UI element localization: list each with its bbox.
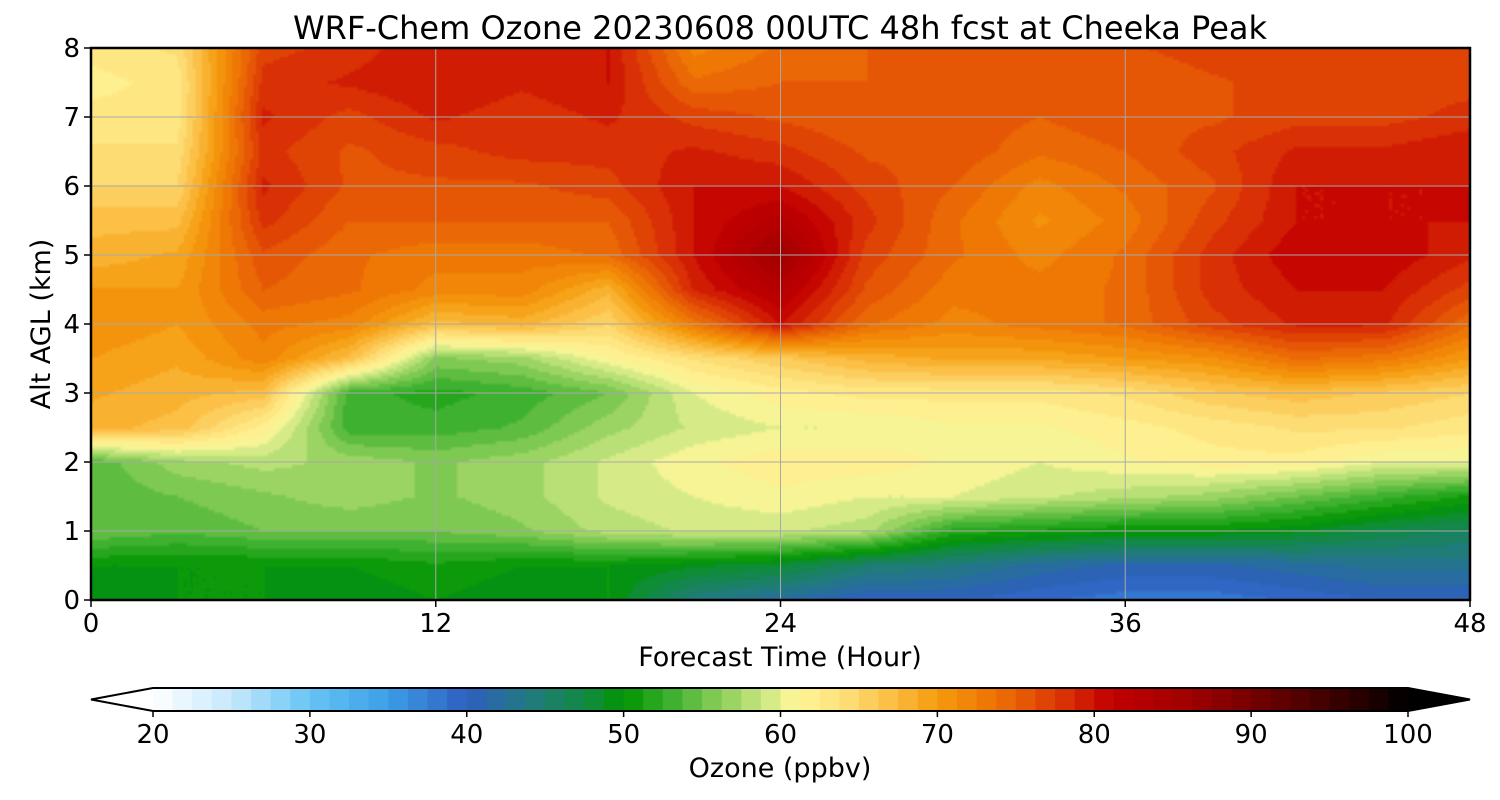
colorbar-segment (1251, 688, 1272, 711)
colorbar-segment (1211, 688, 1233, 711)
colorbar-tick-label: 90 (1235, 720, 1268, 750)
colorbar-segment (329, 688, 350, 711)
colorbar-segment (270, 688, 291, 711)
colorbar-segment (1153, 688, 1174, 711)
colorbar-segment (839, 688, 860, 711)
colorbar-segment (1015, 688, 1037, 711)
colorbar-ticks: 20 30 40 50 60 70 80 90 100 (136, 711, 1433, 750)
colorbar-segment (1368, 688, 1389, 711)
colorbar-segment (172, 688, 193, 711)
colorbar-segment (1231, 688, 1252, 711)
colorbar-tick-label: 40 (450, 720, 483, 750)
colorbar-segment (525, 688, 546, 711)
x-axis-ticks: 0 12 24 36 48 (83, 600, 1487, 639)
colorbar-segment (388, 688, 409, 711)
colorbar-segment (349, 688, 370, 711)
colorbar-segment (1388, 688, 1409, 711)
colorbar-label: Ozone (ppbv) (689, 753, 872, 784)
colorbar-segment (682, 688, 703, 711)
colorbar-segment (486, 688, 507, 711)
y-tick-label: 3 (63, 379, 80, 409)
colorbar-segment (290, 688, 311, 711)
colorbar-segment (623, 688, 644, 711)
colorbar-segment (760, 688, 782, 711)
colorbar-segment (1349, 688, 1370, 711)
colorbar-segment (309, 688, 331, 711)
colorbar-segment (662, 688, 684, 711)
colorbar-segment (996, 688, 1017, 711)
colorbar-segment (1270, 688, 1291, 711)
colorbar-segment (917, 688, 938, 711)
x-tick-label: 24 (764, 609, 797, 639)
x-tick-label: 0 (83, 609, 100, 639)
y-tick-label: 5 (63, 241, 80, 271)
colorbar-segment (505, 688, 527, 711)
colorbar-segment (1094, 688, 1115, 711)
colorbar-segment (1329, 688, 1350, 711)
x-axis-label: Forecast Time (Hour) (638, 642, 922, 673)
colorbar-segment (800, 688, 821, 711)
colorbar-segment (407, 688, 429, 711)
colorbar-segment (153, 688, 174, 711)
colorbar-segment (721, 688, 742, 711)
colorbar-segment (604, 688, 625, 711)
colorbar-segment (1290, 688, 1311, 711)
y-tick-label: 8 (63, 34, 80, 64)
x-tick-label: 48 (1453, 609, 1486, 639)
y-tick-label: 7 (63, 103, 80, 133)
colorbar-segment (1133, 688, 1154, 711)
colorbar-tick-label: 20 (136, 720, 169, 750)
colorbar-segment (898, 688, 919, 711)
colorbar-tick-label: 50 (607, 720, 640, 750)
colorbar-segment (976, 688, 997, 711)
colorbar-segment (584, 688, 605, 711)
colorbar-segment (545, 688, 566, 711)
colorbar-segment (819, 688, 840, 711)
colorbar-tick-label: 70 (921, 720, 954, 750)
colorbar-tick-label: 60 (764, 720, 797, 750)
y-tick-label: 2 (63, 448, 80, 478)
colorbar (90, 687, 1471, 712)
colorbar-segment (368, 688, 389, 711)
colorbar-segment (702, 688, 723, 711)
colorbar-segment (858, 688, 880, 711)
y-tick-label: 0 (63, 586, 80, 616)
plot-grid (91, 48, 1470, 600)
colorbar-segment (878, 688, 899, 711)
x-tick-label: 12 (419, 609, 452, 639)
colorbar-segment (780, 688, 801, 711)
colorbar-segment (741, 688, 762, 711)
colorbar-segment (956, 688, 978, 711)
y-tick-label: 1 (63, 517, 80, 547)
y-tick-label: 6 (63, 172, 80, 202)
colorbar-segment (1192, 688, 1213, 711)
colorbar-segment (1309, 688, 1331, 711)
colorbar-segment (211, 688, 233, 711)
colorbar-segment (466, 688, 487, 711)
colorbar-segment (427, 688, 448, 711)
colorbar-segment (192, 688, 213, 711)
colorbar-segment (564, 688, 586, 711)
colorbar-segment (643, 688, 664, 711)
chart-title: WRF-Chem Ozone 20230608 00UTC 48h fcst a… (293, 9, 1268, 47)
colorbar-tick-label: 80 (1078, 720, 1111, 750)
colorbar-segment (1172, 688, 1193, 711)
colorbar-segment (1035, 688, 1056, 711)
colorbar-extend-high (1408, 688, 1470, 711)
colorbar-segment (251, 688, 272, 711)
colorbar-segment (1074, 688, 1095, 711)
colorbar-segment (1113, 688, 1135, 711)
colorbar-segment (937, 688, 958, 711)
colorbar-tick-label: 100 (1383, 720, 1433, 750)
colorbar-segment (1055, 688, 1076, 711)
x-tick-label: 36 (1109, 609, 1142, 639)
colorbar-tick-label: 30 (293, 720, 326, 750)
y-tick-label: 4 (63, 310, 80, 340)
colorbar-extend-low (91, 688, 153, 711)
colorbar-segment (231, 688, 252, 711)
y-axis-label: Alt AGL (km) (26, 239, 57, 410)
colorbar-segment (447, 688, 468, 711)
y-axis-ticks: 0 1 2 3 4 5 6 7 8 (63, 34, 91, 616)
